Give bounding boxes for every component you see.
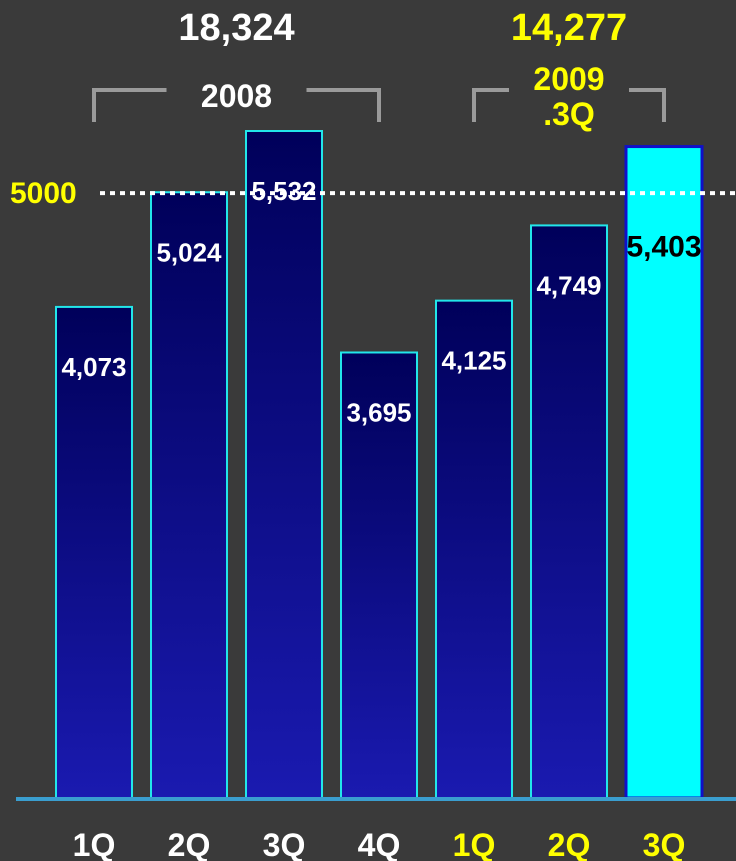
category-label-3: 3Q (263, 827, 306, 861)
bar-4 (340, 351, 418, 799)
category-label-5: 1Q (453, 827, 496, 861)
bars (16, 130, 736, 801)
group-total-2: 14,277 (511, 7, 627, 49)
bar-3 (245, 130, 323, 799)
bar-6 (530, 224, 608, 799)
value-label-6: 4,749 (536, 270, 601, 300)
bracket-right-1 (306, 88, 381, 122)
value-label-3: 5,532 (251, 176, 316, 206)
category-label-1: 1Q (73, 827, 116, 861)
value-label-7: 5,403 (626, 231, 701, 264)
value-label-1: 4,073 (61, 352, 126, 382)
reference-line-label: 5000 (10, 177, 77, 210)
category-label-2: 2Q (168, 827, 211, 861)
category-label-7: 3Q (643, 827, 686, 861)
bar-5 (435, 299, 513, 799)
bar-7 (624, 145, 704, 800)
group-label-2: 2009.3Q (533, 61, 604, 132)
year-brackets (92, 88, 666, 122)
value-label-2: 5,024 (156, 237, 222, 267)
bar-1 (55, 305, 133, 799)
bracket-left-1 (92, 88, 167, 122)
bar-2 (150, 191, 228, 799)
bracket-left-2 (472, 88, 509, 122)
labels: 5000 4,073 5,024 5,532 3,695 4,125 4,749 5,403 1… (10, 7, 736, 861)
group-total-1: 18,324 (178, 7, 294, 49)
category-label-6: 2Q (548, 827, 591, 861)
bracket-right-2 (629, 88, 666, 122)
value-label-4: 3,695 (346, 397, 411, 427)
category-label-4: 4Q (358, 827, 401, 861)
group-label-1: 2008 (201, 78, 272, 114)
value-label-5: 4,125 (441, 346, 506, 376)
